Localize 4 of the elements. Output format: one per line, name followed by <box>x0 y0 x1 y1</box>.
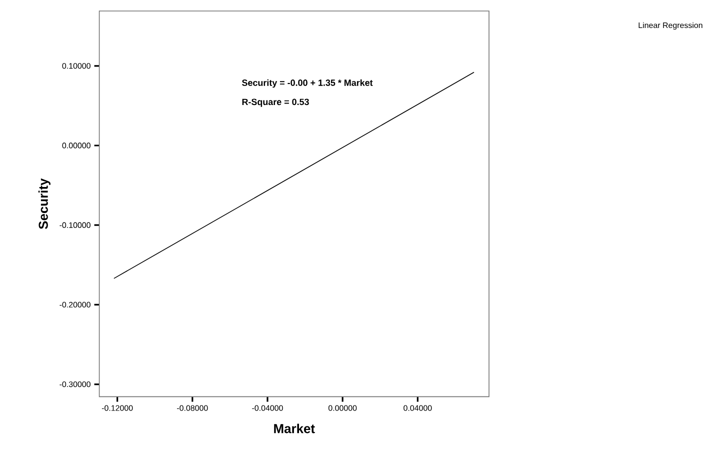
y-axis-title: Security <box>38 178 50 230</box>
annotation: Security = -0.00 + 1.35 * Market <box>242 79 373 88</box>
x-axis-title: Market <box>274 424 315 434</box>
annotation: R-Square = 0.53 <box>242 98 309 107</box>
